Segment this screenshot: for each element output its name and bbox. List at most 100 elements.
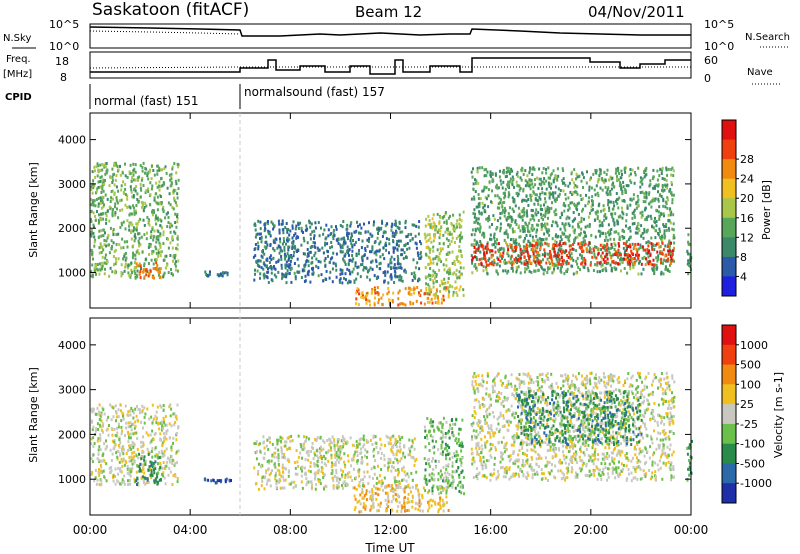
velocity-cell xyxy=(394,476,397,479)
power-cell xyxy=(575,259,578,263)
velocity-cell xyxy=(144,412,147,416)
velocity-cell xyxy=(415,458,418,461)
velocity-cell xyxy=(156,456,159,460)
power-cell xyxy=(454,280,457,284)
power-cell xyxy=(519,259,522,263)
power-cell xyxy=(564,183,567,187)
power-cell xyxy=(511,183,514,187)
power-cell xyxy=(146,216,149,219)
velocity-cell xyxy=(132,445,135,449)
power-cell xyxy=(99,163,102,167)
power-cell xyxy=(447,229,450,233)
velocity-cell xyxy=(168,457,171,461)
power-cell xyxy=(541,253,544,257)
power-cell xyxy=(424,292,426,296)
power-cell xyxy=(639,211,642,215)
power-cell xyxy=(542,167,545,170)
velocity-cell xyxy=(362,478,365,481)
power-cell xyxy=(157,270,160,274)
velocity-cell xyxy=(371,476,374,480)
power-cell xyxy=(414,274,417,278)
power-cell xyxy=(437,299,440,303)
power-cell xyxy=(155,192,158,196)
power-cell xyxy=(326,242,329,246)
power-cell xyxy=(442,294,445,298)
power-cell xyxy=(288,233,291,237)
velocity-cell xyxy=(165,430,168,434)
power-cell xyxy=(346,267,349,271)
power-cell xyxy=(617,248,620,252)
power-cell xyxy=(457,260,460,263)
power-cell xyxy=(124,193,127,196)
power-cell xyxy=(539,245,542,249)
power-cell xyxy=(317,266,320,270)
power-cell xyxy=(152,234,155,238)
power-cell xyxy=(527,266,530,270)
power-cell xyxy=(568,216,571,220)
velocity-cell xyxy=(124,404,127,408)
power-cell xyxy=(94,238,97,242)
power-cell xyxy=(485,217,488,221)
power-cell xyxy=(376,249,379,253)
velocity-cell xyxy=(358,484,361,488)
power-cell xyxy=(663,232,666,236)
power-cell xyxy=(458,218,461,221)
power-cell xyxy=(533,202,536,206)
power-cell xyxy=(93,244,96,248)
power-cell xyxy=(576,175,579,179)
power-cell xyxy=(554,239,557,243)
power-cell xyxy=(163,271,166,275)
velocity-cell xyxy=(371,443,374,446)
power-cell xyxy=(530,271,533,274)
velocity-cell xyxy=(119,403,122,407)
power-cell xyxy=(171,235,174,239)
power-cell xyxy=(398,302,401,306)
power-cell xyxy=(90,270,93,274)
power-cell xyxy=(434,296,437,300)
power-cell xyxy=(509,223,512,227)
power-cell xyxy=(587,215,590,219)
power-cell xyxy=(548,260,551,264)
power-cell xyxy=(485,251,488,255)
power-cell xyxy=(92,257,94,261)
power-cell xyxy=(547,206,550,210)
power-cell xyxy=(377,292,380,296)
power-cell xyxy=(648,202,651,206)
power-cell xyxy=(485,249,488,253)
power-cell xyxy=(373,274,376,278)
power-cell xyxy=(528,184,531,188)
power-cell xyxy=(614,171,617,175)
power-cell xyxy=(129,206,132,210)
power-cell xyxy=(382,246,385,250)
velocity-cell xyxy=(313,451,316,455)
power-cell xyxy=(507,216,510,220)
power-cell xyxy=(119,164,121,168)
power-cell xyxy=(508,260,511,264)
power-cell xyxy=(648,259,651,263)
power-cell xyxy=(132,173,135,177)
power-cell xyxy=(495,185,497,189)
velocity-cell xyxy=(136,483,138,486)
power-cell xyxy=(536,251,539,255)
power-cell xyxy=(91,263,94,267)
power-cell xyxy=(161,207,164,211)
velocity-cell xyxy=(276,468,279,472)
power-cell xyxy=(126,194,128,198)
power-cell xyxy=(158,166,161,170)
power-cell xyxy=(320,226,322,230)
power-cell xyxy=(394,274,397,278)
velocity-cell xyxy=(376,476,379,480)
velocity-cell xyxy=(334,453,337,457)
power-cell xyxy=(414,234,417,238)
power-cell xyxy=(544,200,547,204)
power-cell xyxy=(667,226,670,230)
power-cell xyxy=(495,227,498,231)
power-cell xyxy=(347,237,349,241)
power-cell xyxy=(471,258,474,262)
power-cell xyxy=(511,263,514,267)
power-cell xyxy=(643,230,646,234)
power-cell xyxy=(100,206,103,210)
velocity-cell xyxy=(101,428,103,432)
power-cell xyxy=(612,217,615,221)
power-cell xyxy=(315,264,318,268)
